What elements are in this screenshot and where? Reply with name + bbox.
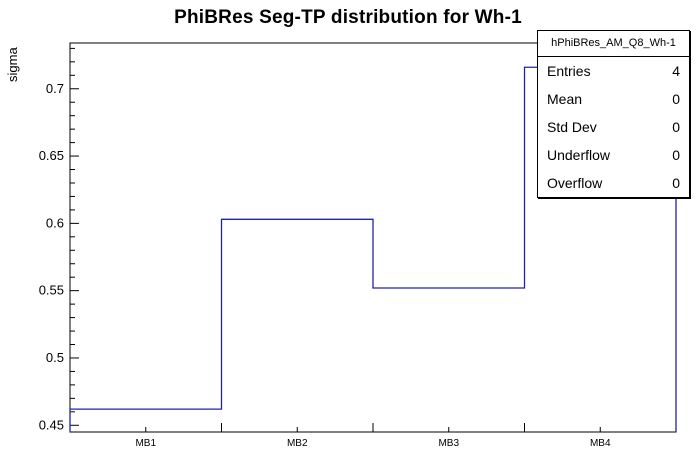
stats-value: 4	[672, 63, 680, 79]
stats-row: Mean 0	[538, 85, 689, 113]
stats-value: 0	[672, 91, 680, 107]
stats-value: 0	[672, 119, 680, 135]
stats-row: Underflow 0	[538, 141, 689, 169]
x-axis-tick-label: MB2	[287, 438, 308, 449]
y-axis-tick-label: 0.5	[46, 350, 64, 365]
stats-row: Std Dev 0	[538, 113, 689, 141]
stats-label: Std Dev	[547, 119, 597, 135]
chart-title: PhiBRes Seg-TP distribution for Wh-1	[174, 7, 522, 28]
stats-value: 0	[672, 175, 680, 191]
y-axis-tick-label: 0.6	[46, 215, 64, 230]
y-axis-title: sigma	[5, 47, 20, 82]
stats-row: Entries 4	[538, 57, 689, 85]
stats-label: Mean	[547, 91, 583, 107]
stats-label: Overflow	[547, 175, 603, 191]
stats-box-title: hPhiBRes_AM_Q8_Wh-1	[538, 31, 689, 57]
y-axis-tick-label: 0.7	[46, 81, 64, 96]
stats-row: Overflow 0	[538, 169, 689, 197]
stats-label: Underflow	[547, 147, 611, 163]
y-axis-tick-label: 0.55	[39, 283, 64, 298]
y-axis-tick-label: 0.45	[39, 417, 64, 432]
stats-value: 0	[672, 147, 680, 163]
x-axis-tick-label: MB3	[438, 438, 459, 449]
y-axis-tick-label: 0.65	[39, 148, 64, 163]
stats-box: hPhiBRes_AM_Q8_Wh-1 Entries 4 Mean 0 Std…	[537, 30, 690, 198]
x-axis-tick-label: MB4	[590, 438, 611, 449]
stats-label: Entries	[547, 63, 591, 79]
x-axis-tick-label: MB1	[135, 438, 156, 449]
